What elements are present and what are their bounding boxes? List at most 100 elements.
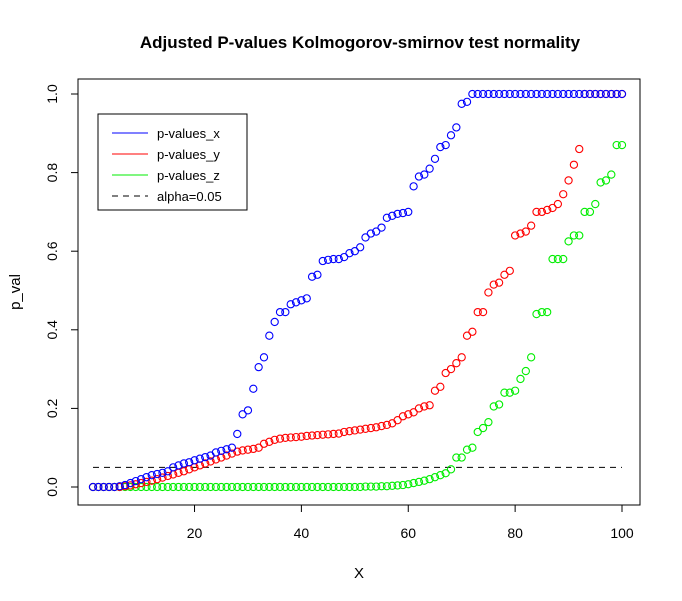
p-values-z-point [436,471,445,480]
p-values-y-point [489,280,498,289]
y-tick-label: 0.2 [44,398,60,418]
p-values-x-point [120,480,130,490]
p-values-z-point [446,465,456,474]
y-tick-label: 0.6 [44,241,60,261]
p-values-x-point [425,164,434,173]
p-values-x-point [185,458,194,467]
p-values-y-point [356,425,365,434]
x-tick-label: 20 [187,525,203,541]
p-values-y-point [291,432,301,442]
p-values-z-point [505,388,514,397]
p-values-x-point [115,482,124,491]
p-values-z-point [414,477,424,487]
p-values-x-point [313,270,322,279]
p-values-z-point [425,474,434,484]
p-values-x-point [281,307,290,317]
p-values-z-point [484,418,493,427]
p-values-y-point [516,229,525,238]
p-values-y-point [201,459,210,468]
p-values-x-point [596,89,605,99]
p-values-z-point [169,482,178,492]
p-values-x-point [372,227,381,236]
y-tick-label: 0.8 [44,163,60,183]
p-values-z-point [142,482,151,492]
p-values-x-point [254,362,263,372]
p-values-y-point [265,437,274,446]
p-values-y-point [505,266,514,275]
p-values-z-point [297,482,306,492]
p-values-y-point [537,207,546,217]
p-values-y-point [318,430,327,439]
p-values-y-point [270,435,279,444]
p-values-z-point [339,482,349,492]
p-values-x-point [131,476,140,486]
p-values-y-point [361,424,370,433]
p-values-z-point [179,482,188,492]
p-values-x-point [169,463,178,472]
p-values-x-point [152,469,162,479]
p-values-z-point [457,453,466,462]
p-values-x-point [521,89,530,99]
p-values-x-point [222,445,231,454]
p-values-x-point [532,89,541,99]
p-values-x-point [190,456,199,465]
p-values-x-point [414,172,424,181]
p-values-z-point [152,482,162,492]
x-tick-label: 40 [294,525,310,541]
p-values-z-point [174,482,183,492]
p-values-z-point [393,481,402,490]
p-values-x-point [516,89,525,99]
p-values-y-point [510,231,520,240]
p-values-z-point [591,199,600,209]
p-values-x-point [601,89,611,99]
p-values-z-point [494,400,504,409]
p-values-y-point [494,278,504,287]
p-values-y-point [575,144,584,154]
p-values-z-point [233,482,242,492]
p-values-x-point [174,461,183,470]
p-values-y-point [543,205,552,215]
p-values-x-point [569,89,579,99]
p-values-z-point [211,482,221,492]
p-values-x-point [441,140,450,150]
p-values-z-point [227,482,237,492]
p-values-z-point [409,478,418,488]
p-values-x-point [446,131,456,140]
p-values-y-point [484,288,493,297]
p-values-x-point [318,256,327,266]
p-values-x-point [243,406,253,415]
p-values-z-point [323,482,333,492]
p-values-x-point [142,473,151,482]
p-values-z-point [559,254,568,264]
p-values-x-point [136,474,146,484]
p-values-z-point [516,374,525,384]
p-values-x-point [543,89,552,99]
p-values-x-point [110,482,119,492]
p-values-z-point [532,309,541,319]
p-values-z-point [190,482,199,492]
y-tick-label: 1.0 [44,84,60,104]
p-values-y-point [131,480,140,489]
legend-label-p-values-y: p-values_y [157,147,220,162]
p-values-z-point [500,388,509,397]
p-values-x-point [489,89,498,99]
p-values-x-point [462,97,472,107]
p-values-x-point [233,429,242,439]
p-values-y-point [233,447,242,456]
p-values-z-point [131,482,140,492]
p-values-z-point [275,482,285,492]
p-values-x-point [201,452,210,462]
p-values-x-point [163,467,172,476]
p-values-z-point [607,170,616,179]
y-axis-label: p_val [7,274,24,310]
p-values-x-point [457,99,466,108]
p-values-x-point [88,482,98,492]
p-values-y-point [259,439,269,448]
p-values-x-point [468,89,477,99]
p-values-x-point [275,307,285,317]
p-values-x-point [505,89,514,99]
p-values-z-point [147,482,156,492]
p-values-y-point [136,478,146,488]
p-values-x-point [126,478,135,488]
x-tick-label: 100 [610,525,634,541]
